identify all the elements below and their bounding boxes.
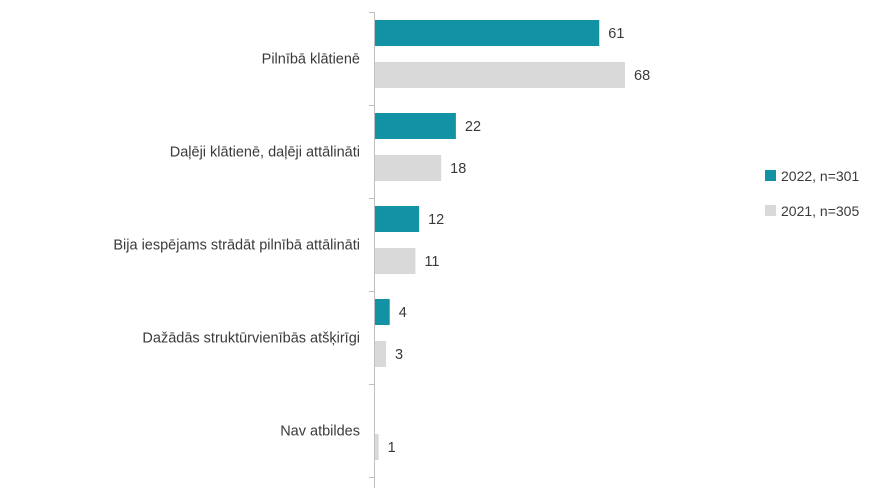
data-label: 11 — [424, 254, 439, 270]
legend-swatch — [765, 170, 776, 181]
data-label: 4 — [399, 305, 407, 321]
bar-2022 — [375, 113, 456, 139]
bar-2021 — [375, 341, 387, 367]
data-label: 12 — [428, 212, 444, 228]
bar-2021 — [375, 248, 416, 274]
legend-label: 2021, n=305 — [781, 203, 859, 219]
category-label: Nav atbildes — [280, 424, 360, 440]
bar-2022 — [375, 206, 420, 232]
category-label: Bija iespējams strādāt pilnībā attālināt… — [113, 238, 360, 254]
category-label: Dažādās struktūrvienībās atšķirīgi — [142, 331, 360, 347]
bar-2021 — [375, 62, 625, 88]
bar-2021 — [375, 155, 442, 181]
data-label: 68 — [634, 68, 650, 84]
category-label: Pilnībā klātienē — [262, 52, 360, 68]
bar-2022 — [375, 20, 600, 46]
data-label: 61 — [608, 26, 624, 42]
data-label: 18 — [450, 161, 466, 177]
legend-label: 2022, n=301 — [781, 168, 859, 184]
bar-2022 — [375, 299, 390, 325]
category-label: Daļēji klātienē, daļēji attālināti — [170, 145, 360, 161]
legend-swatch — [765, 205, 776, 216]
data-label: 1 — [388, 440, 396, 456]
legend: 2022, n=301 2021, n=305 — [765, 168, 859, 219]
data-label: 22 — [465, 119, 481, 135]
bar-2021 — [375, 434, 379, 460]
data-label: 3 — [395, 347, 403, 363]
